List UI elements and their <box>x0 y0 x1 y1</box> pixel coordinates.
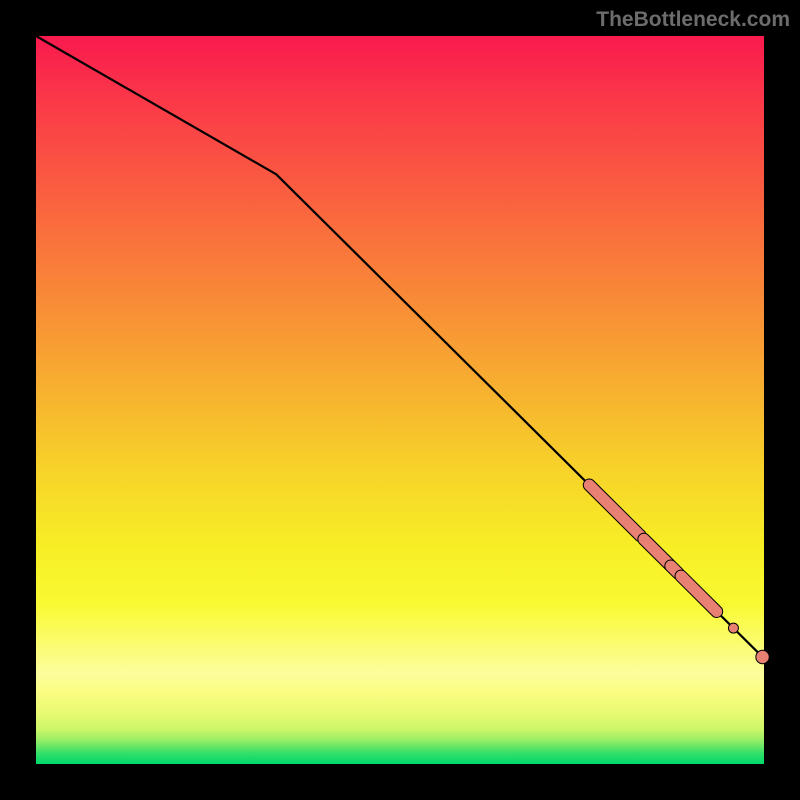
bottleneck-chart: TheBottleneck.com <box>0 0 800 800</box>
marker-dot <box>728 623 738 633</box>
watermark-text: TheBottleneck.com <box>596 8 790 31</box>
plot-area <box>36 36 764 764</box>
marker-dot <box>756 650 769 663</box>
